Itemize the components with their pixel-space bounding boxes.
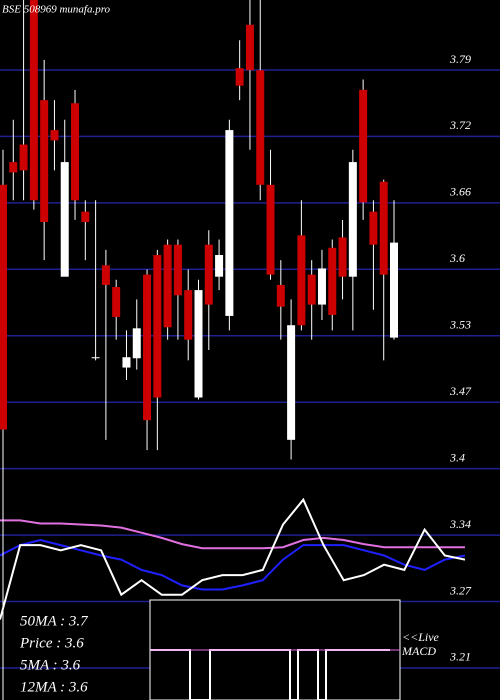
candle-body bbox=[19, 144, 28, 171]
candle-body bbox=[184, 290, 193, 340]
candle-body bbox=[163, 244, 172, 328]
candle-body bbox=[317, 268, 326, 305]
candle-body bbox=[143, 274, 152, 421]
y-tick-label: 3.21 bbox=[449, 650, 471, 664]
macd-label: <<Live MACD bbox=[402, 630, 439, 658]
candle-body bbox=[40, 100, 49, 222]
candle-body bbox=[81, 211, 90, 222]
candle-body bbox=[50, 130, 59, 141]
info-label: 5MA : 3.6 bbox=[20, 657, 81, 673]
y-tick-label: 3.72 bbox=[449, 118, 471, 132]
info-label: Price : 3.6 bbox=[19, 635, 84, 651]
candle-body bbox=[60, 162, 69, 277]
candle-body bbox=[0, 184, 7, 430]
candle-body bbox=[215, 255, 224, 277]
candle-body bbox=[122, 357, 131, 368]
info-label: 12MA : 3.6 bbox=[20, 679, 88, 695]
indicator-lines bbox=[0, 497, 466, 620]
chart-title: BSE 508969 munafa.pro bbox=[2, 4, 111, 16]
candle-body bbox=[112, 287, 121, 317]
candle-body bbox=[276, 284, 285, 307]
candle-body bbox=[9, 162, 18, 173]
y-tick-label: 3.34 bbox=[449, 517, 471, 531]
ma-line bbox=[0, 538, 466, 591]
y-tick-label: 3.27 bbox=[449, 583, 472, 597]
y-tick-label: 3.47 bbox=[449, 384, 472, 398]
candle-body bbox=[71, 103, 80, 201]
candle-body bbox=[338, 237, 347, 277]
grid: 3.79 3.72 3.66 3.6 3.53 3.47 3.4 3.34 3.27 3.21 bbox=[0, 52, 500, 669]
ma-line bbox=[0, 519, 465, 550]
candle-body bbox=[194, 290, 203, 398]
ma-line bbox=[0, 497, 466, 620]
candle-body bbox=[359, 89, 368, 203]
candle-body bbox=[307, 274, 316, 305]
candle-body bbox=[132, 328, 141, 359]
y-tick-label: 3.53 bbox=[449, 318, 471, 332]
candle-body bbox=[328, 247, 337, 315]
candle-body bbox=[235, 68, 244, 86]
candle-body bbox=[101, 265, 110, 285]
candle-body bbox=[390, 242, 398, 338]
candle-body bbox=[266, 184, 275, 275]
candle-body bbox=[204, 244, 213, 305]
info-label: 50MA : 3.7 bbox=[20, 613, 89, 629]
candle-body bbox=[91, 357, 100, 359]
y-tick-label: 3.66 bbox=[449, 185, 471, 199]
candle-body bbox=[379, 181, 388, 275]
candle-body bbox=[256, 70, 265, 185]
macd-label-box: <<Live MACD bbox=[402, 630, 439, 658]
y-tick-label: 3.4 bbox=[449, 450, 465, 464]
candle-body bbox=[348, 162, 357, 277]
candle-body bbox=[173, 244, 182, 296]
candle-body bbox=[225, 130, 234, 316]
candles bbox=[0, 0, 398, 700]
candle-body bbox=[287, 325, 296, 440]
candle-body bbox=[245, 24, 254, 71]
candle-body bbox=[153, 255, 162, 398]
candle-body bbox=[297, 235, 306, 326]
y-tick-label: 3.79 bbox=[449, 52, 471, 66]
candle-body bbox=[369, 211, 378, 245]
candle-body bbox=[29, 0, 38, 201]
y-tick-label: 3.6 bbox=[449, 251, 465, 265]
